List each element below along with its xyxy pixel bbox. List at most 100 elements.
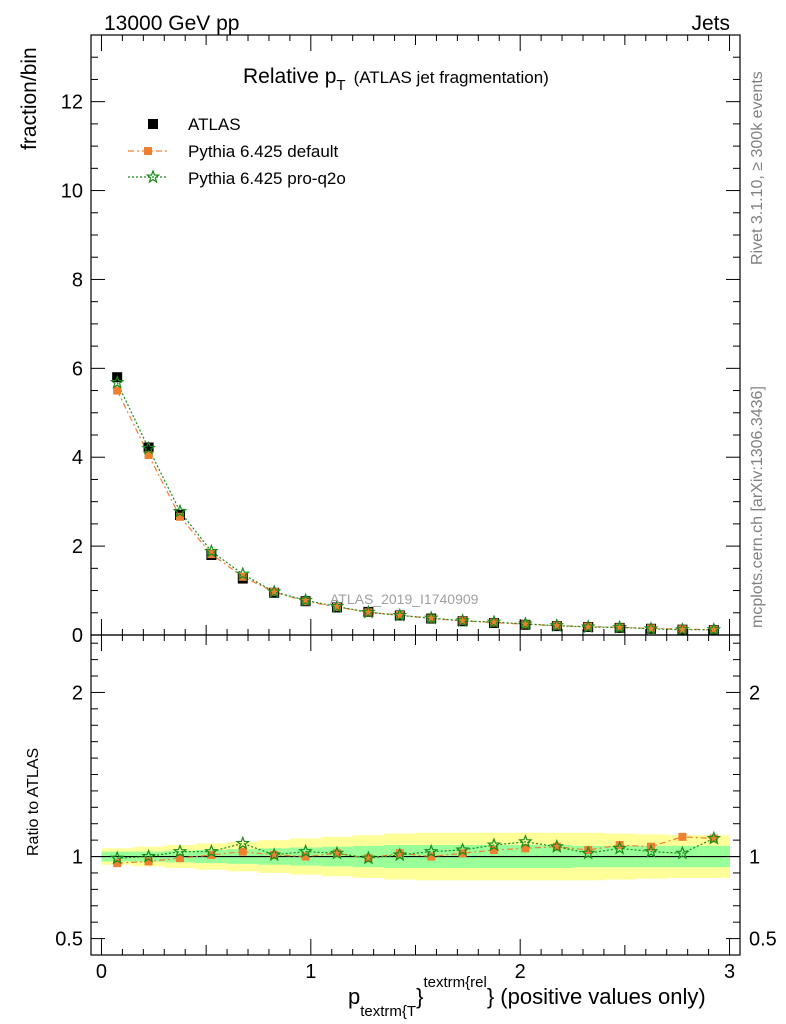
legend: ATLAS Pythia 6.425 default Pythia 6.425 … (128, 115, 346, 188)
default-data-point (427, 614, 436, 623)
ratio-default-point (709, 834, 718, 843)
ratio-default-point (364, 854, 373, 863)
proq2o-data-point (612, 619, 627, 634)
ratio-y-tick-label-left: 0.5 (55, 929, 83, 951)
default-data-point (584, 622, 593, 631)
ratio-proq2o-point (298, 843, 313, 858)
mcplots-label: mcplots.cern.ch [arXiv:1306.3436] (749, 386, 766, 628)
x-tick-label: 3 (724, 961, 735, 983)
legend-entry-proq2o: Pythia 6.425 pro-q2o (128, 169, 346, 188)
ratio-proq2o-point (266, 847, 282, 862)
main-y-tick-label: 6 (72, 358, 83, 380)
legend-atlas-marker (148, 119, 158, 129)
legend-proq2o-marker (145, 169, 161, 184)
x-axis-label: ptextrm{T}textrm{rel} (positive values o… (348, 974, 706, 1020)
main-y-tick-label: 10 (61, 181, 83, 203)
main-y-tick-label: 0 (72, 625, 83, 647)
ratio-proq2o-point (329, 845, 345, 860)
main-y-axis-label: fraction/bin (18, 47, 41, 150)
ratio-proq2o-point (361, 850, 376, 865)
default-data-point (113, 386, 122, 395)
proq2o-data-point (172, 503, 188, 518)
proq2o-data-point (518, 616, 533, 631)
ratio-panel: 0.5 0.5 1 1 2 2 (55, 634, 777, 956)
ratio-y-tick-label-right: 2 (749, 682, 760, 704)
ratio-default-point (207, 850, 216, 859)
ratio-proq2o-point (643, 843, 659, 858)
ratio-proq2o-point (675, 845, 690, 860)
ratio-default-point (615, 841, 624, 850)
proq2o-data-point (455, 613, 470, 627)
x-tick-label: 2 (515, 961, 526, 983)
ratio-proq2o-point (235, 835, 251, 850)
ratio-proq2o-point (423, 843, 439, 858)
ratio-y-axis: 0.5 0.5 1 1 2 2 (55, 642, 777, 951)
ratio-default-point (301, 852, 310, 861)
legend-default-marker (144, 147, 152, 155)
rivet-version-label: Rivet 3.1.10, ≥ 300k events (749, 71, 766, 265)
x-tick-label: 1 (305, 961, 316, 983)
default-data-point (458, 616, 467, 625)
main-y-axis: 0 2 4 6 8 10 12 (61, 34, 740, 647)
main-series-layer (109, 372, 722, 636)
proq2o-data-point (486, 614, 502, 629)
legend-default-label: Pythia 6.425 default (188, 142, 339, 161)
default-data-point (301, 597, 310, 606)
proq2o-data-point (266, 584, 282, 599)
default-data-point (615, 623, 624, 632)
proq2o-data-point (549, 618, 565, 632)
ratio-proq2o-point (549, 838, 565, 853)
main-panel: 0 2 4 6 8 10 12 (61, 34, 741, 647)
header-left-label: 13000 GeV pp (104, 12, 239, 35)
analysis-watermark: ATLAS_2019_I1740909 (330, 591, 479, 607)
proq2o-data-point (298, 592, 313, 607)
legend-atlas-label: ATLAS (188, 115, 241, 134)
ratio-y-tick-label-right: 1 (749, 847, 760, 869)
proq2o-data-point (675, 622, 690, 636)
default-data-point (395, 611, 404, 619)
ratio-proq2o-point (706, 830, 722, 845)
legend-proq2o-label: Pythia 6.425 pro-q2o (188, 169, 346, 188)
ratio-default-point (113, 859, 122, 868)
default-data-point (678, 625, 687, 634)
ratio-y-tick-label-left: 1 (72, 847, 83, 869)
main-y-tick-label: 12 (61, 92, 83, 114)
default-data-point (521, 620, 530, 629)
proq2o-data-point (204, 543, 219, 558)
ratio-y-axis-label: Ratio to ATLAS (25, 748, 42, 856)
ratio-default-point (175, 854, 184, 863)
ratio-default-point (552, 842, 561, 851)
ratio-default-point (270, 850, 279, 859)
ratio-default-point (238, 847, 247, 856)
x-axis: 0 1 2 3 (96, 35, 735, 983)
ratio-proq2o-point (109, 850, 125, 865)
ratio-default-point (458, 849, 467, 858)
main-y-tick-label: 2 (72, 536, 83, 558)
legend-entry-atlas: ATLAS (148, 115, 241, 134)
default-data-point (175, 512, 184, 521)
proq2o-data-point (361, 604, 376, 619)
ratio-default-point (584, 845, 593, 854)
ratio-plot-frame (90, 634, 741, 956)
atlas-data-point (143, 442, 154, 453)
default-data-point (144, 451, 153, 459)
main-y-tick-label: 8 (72, 269, 83, 291)
ratio-proq2o-point (518, 834, 533, 848)
default-data-point (709, 625, 718, 634)
ratio-series-layer (109, 830, 722, 868)
proq2o-data-point (235, 566, 251, 581)
ratio-default-point (678, 832, 687, 841)
default-data-point (552, 621, 561, 630)
proq2o-data-point (109, 374, 125, 389)
proq2o-data-point (643, 621, 659, 635)
ratio-proq2o-point (612, 840, 627, 855)
legend-entry-default: Pythia 6.425 default (128, 142, 339, 161)
default-data-point (647, 624, 656, 633)
proq2o-data-point (706, 622, 722, 636)
ratio-proq2o-point (392, 847, 408, 862)
default-data-point (364, 608, 373, 617)
ratio-proq2o-point (172, 843, 188, 858)
ratio-default-point (144, 857, 153, 866)
ratio-default-point (521, 844, 530, 853)
